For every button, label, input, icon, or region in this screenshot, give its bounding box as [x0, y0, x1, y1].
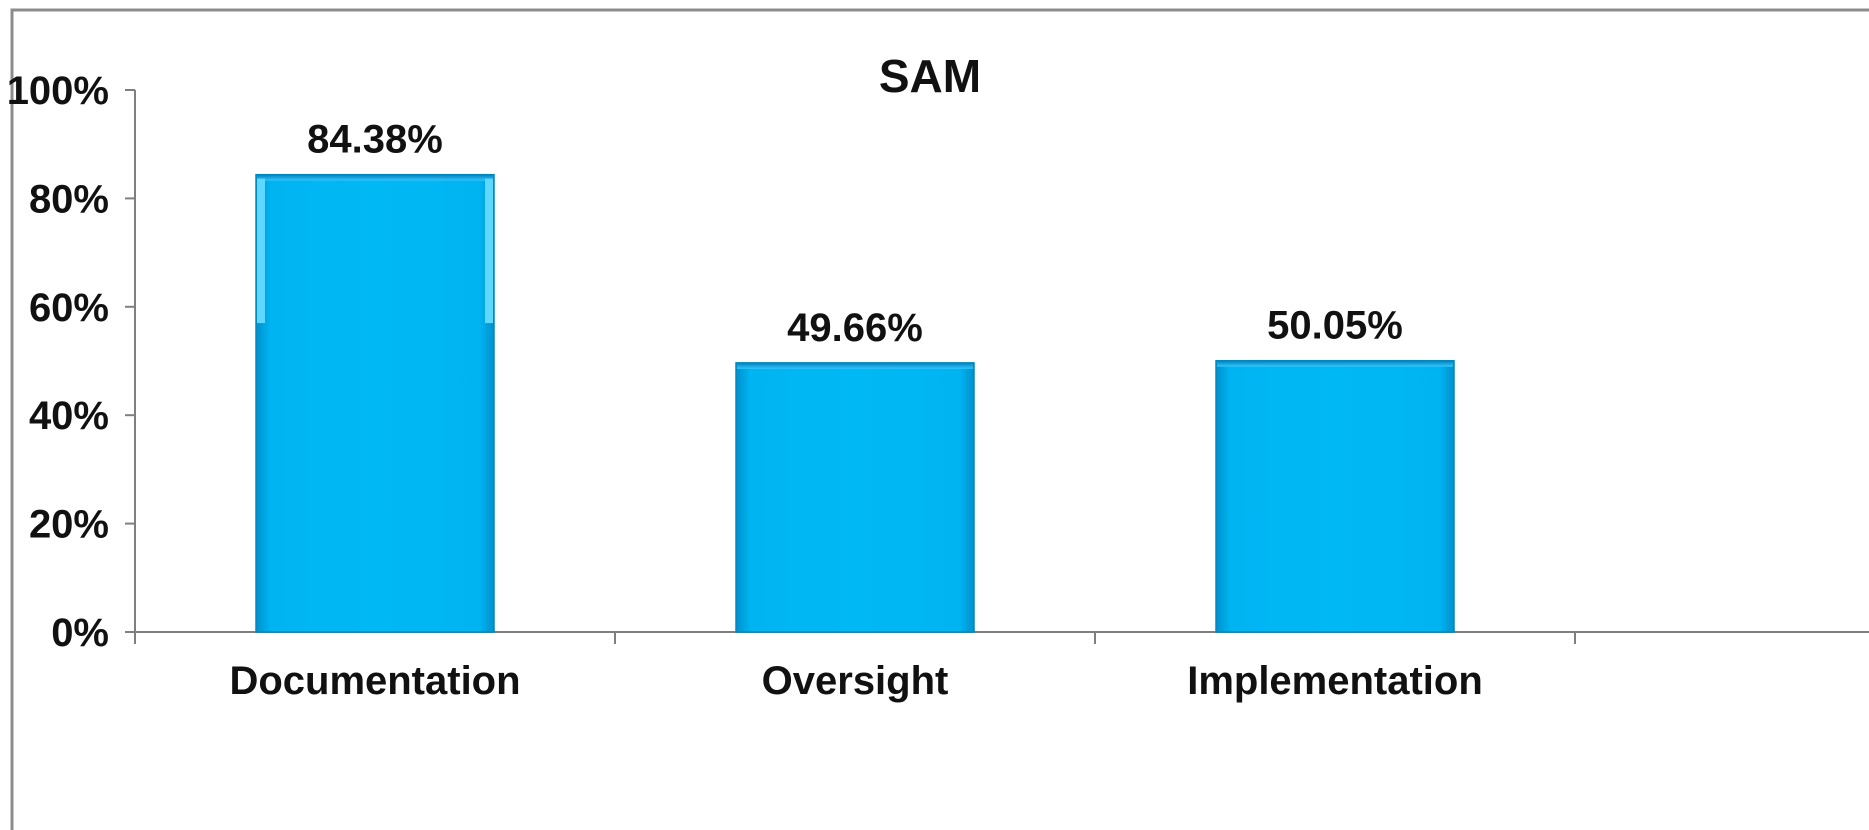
y-tick-label: 100%: [7, 69, 109, 113]
category-label: Documentation: [229, 659, 520, 703]
bar-documentation: [255, 173, 495, 633]
y-tick-label: 80%: [29, 177, 109, 221]
data-label: 50.05%: [1267, 304, 1403, 348]
x-axis: [134, 631, 1869, 644]
bar-oversight: [735, 362, 975, 633]
bar-cap: [1217, 360, 1453, 367]
bar-highlight-right: [485, 178, 493, 324]
y-tick-label: 20%: [29, 503, 109, 547]
bar-cap: [737, 362, 973, 369]
y-axis: 0% 20% 40% 60% 80% 100%: [7, 69, 136, 655]
bar-highlight-left: [257, 178, 265, 324]
category-label: Implementation: [1187, 659, 1483, 703]
data-label: 84.38%: [307, 118, 443, 162]
data-label: 49.66%: [787, 306, 923, 350]
bar-cap: [257, 174, 493, 181]
bars: [255, 173, 1455, 633]
bar-implementation: [1215, 359, 1455, 633]
chart-title: SAM: [879, 50, 981, 102]
bar-body: [735, 362, 975, 633]
category-label: Oversight: [762, 659, 949, 703]
category-labels: Documentation Oversight Implementation: [229, 659, 1482, 703]
y-tick-label: 60%: [29, 286, 109, 330]
chart-border: [10, 8, 1869, 830]
y-tick-label: 0%: [51, 611, 109, 655]
bar-body: [255, 173, 495, 633]
data-labels: 84.38% 49.66% 50.05%: [307, 118, 1403, 350]
bar-body: [1215, 359, 1455, 633]
y-tick-label: 40%: [29, 394, 109, 438]
